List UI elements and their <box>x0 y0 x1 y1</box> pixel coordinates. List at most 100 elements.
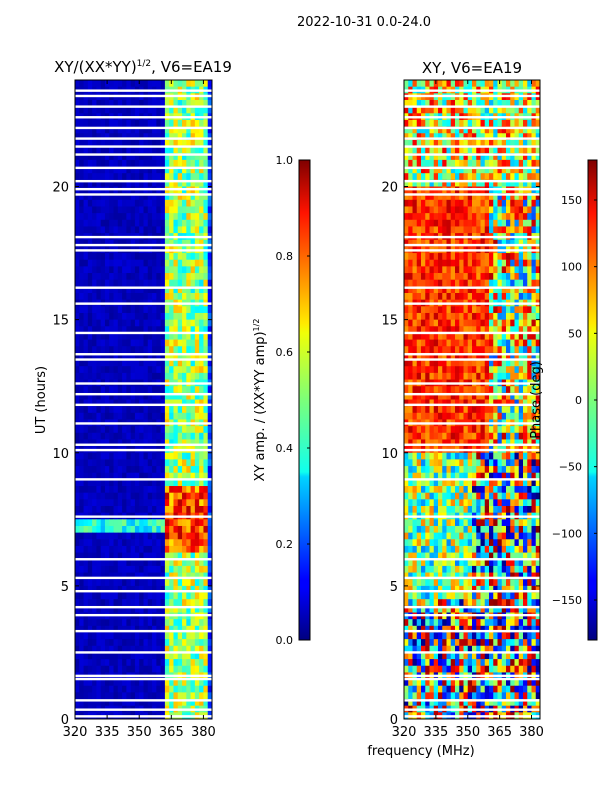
heatmap-cell <box>100 572 106 580</box>
heatmap-cell <box>92 492 97 500</box>
heatmap-cell <box>182 466 187 474</box>
heatmap-cell <box>75 645 80 653</box>
heatmap-cell <box>190 532 196 540</box>
heatmap-cell <box>459 293 464 301</box>
heatmap-cell <box>152 346 157 354</box>
heatmap-cell <box>484 312 490 321</box>
heatmap-cell <box>421 439 426 447</box>
heatmap-cell <box>156 159 162 167</box>
flagged-gap <box>75 89 212 92</box>
heatmap-cell <box>83 459 89 467</box>
heatmap-cell <box>182 273 187 281</box>
heatmap-cell <box>130 539 136 547</box>
heatmap-cell <box>130 193 136 201</box>
heatmap-cell <box>92 366 97 374</box>
heatmap-cell <box>510 106 515 114</box>
heatmap-cell <box>134 253 140 261</box>
heatmap-cell <box>147 239 153 247</box>
flagged-gap <box>75 187 212 191</box>
heatmap-cell <box>126 139 132 147</box>
heatmap-cell <box>143 392 149 400</box>
heatmap-cell <box>100 146 106 154</box>
heatmap-cell <box>92 585 97 593</box>
heatmap-cell <box>75 366 80 374</box>
heatmap-cell <box>506 119 511 127</box>
heatmap-cell <box>173 492 179 500</box>
heatmap-cell <box>506 139 511 147</box>
heatmap-cell <box>501 346 507 354</box>
heatmap-cell <box>113 565 119 573</box>
heatmap-cell <box>412 406 418 414</box>
heatmap-cell <box>446 119 452 127</box>
heatmap-cell <box>109 306 114 314</box>
heatmap-cell <box>87 359 93 367</box>
heatmap-cell <box>169 319 174 327</box>
heatmap-cell <box>152 266 157 274</box>
heatmap-cell <box>182 253 187 261</box>
heatmap-cell <box>83 552 89 560</box>
heatmap-cell <box>139 392 144 400</box>
heatmap-cell <box>518 179 524 187</box>
heatmap-cell <box>177 219 183 227</box>
heatmap-cell <box>109 679 114 687</box>
heatmap-cell <box>96 506 102 514</box>
heatmap-cell <box>199 679 204 687</box>
heatmap-cell <box>425 332 430 340</box>
heatmap-cell <box>404 439 409 447</box>
heatmap-cell <box>177 585 183 593</box>
heatmap-cell <box>177 659 183 667</box>
heatmap-cell <box>130 312 136 321</box>
heatmap-cell <box>87 392 93 400</box>
heatmap-cell <box>523 106 528 114</box>
heatmap-cell <box>173 159 179 167</box>
heatmap-cell <box>416 193 422 201</box>
heatmap-cell <box>518 153 524 161</box>
heatmap-cell <box>122 399 127 407</box>
heatmap-cell <box>156 639 162 647</box>
heatmap-cell <box>143 293 149 301</box>
heatmap-cell <box>87 266 93 274</box>
panel-amplitude-x-ticks: 320 335 350 365 380 <box>63 80 216 740</box>
heatmap-cell <box>518 213 524 221</box>
heatmap-cell <box>408 80 413 88</box>
heatmap-cell <box>152 619 157 627</box>
heatmap-cell <box>156 659 162 667</box>
heatmap-cell <box>130 645 136 653</box>
heatmap-cell <box>113 173 119 181</box>
heatmap-cell <box>207 585 213 593</box>
heatmap-cell <box>156 153 162 161</box>
heatmap-cell <box>438 146 443 154</box>
heatmap-cell <box>199 506 204 514</box>
heatmap-cell <box>109 253 114 261</box>
heatmap-cell <box>96 286 102 294</box>
heatmap-cell <box>75 219 80 227</box>
heatmap-cell <box>130 326 136 334</box>
heatmap-cell <box>117 279 123 287</box>
heatmap-cell <box>476 80 481 88</box>
heatmap-cell <box>83 99 89 108</box>
heatmap-cell <box>96 119 102 127</box>
heatmap-cell <box>152 386 157 394</box>
heatmap-cell <box>113 539 119 547</box>
heatmap-cell <box>194 499 200 507</box>
heatmap-cell <box>164 386 170 394</box>
heatmap-cell <box>152 213 157 221</box>
heatmap-cell <box>156 452 162 460</box>
heatmap-cell <box>182 645 187 653</box>
heatmap-cell <box>523 126 528 134</box>
heatmap-cell <box>130 466 136 474</box>
heatmap-cell <box>156 372 162 380</box>
heatmap-cell <box>143 179 149 187</box>
heatmap-cell <box>87 412 93 420</box>
heatmap-cell <box>134 625 140 633</box>
heatmap-cell <box>408 139 413 147</box>
heatmap-cell <box>83 239 89 247</box>
heatmap-cell <box>173 133 179 141</box>
heatmap-cell <box>199 312 204 321</box>
heatmap-cell <box>117 532 123 540</box>
heatmap-cell <box>147 426 153 434</box>
heatmap-cell <box>186 619 191 627</box>
heatmap-cell <box>139 352 144 360</box>
heatmap-cell <box>438 372 443 380</box>
heatmap-cell <box>134 412 140 420</box>
